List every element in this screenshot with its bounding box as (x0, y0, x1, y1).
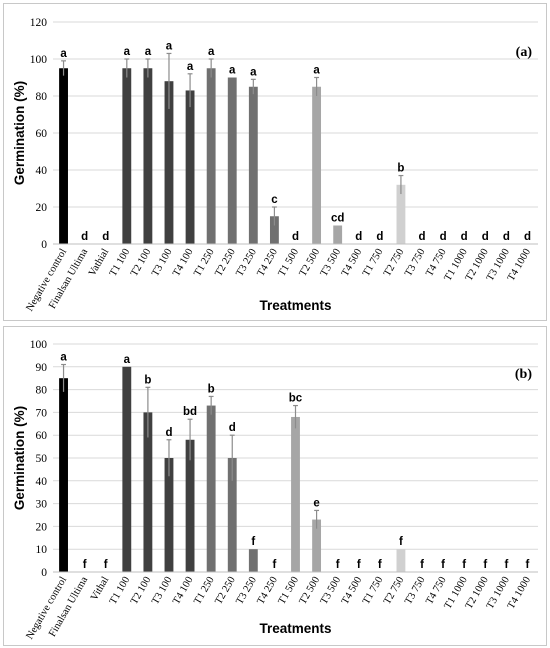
bar (396, 549, 406, 572)
significance-letter: d (165, 427, 172, 439)
significance-letter: d (461, 231, 468, 243)
y-tick-label: 60 (36, 128, 48, 140)
significance-letter: c (271, 194, 278, 206)
significance-letter: a (60, 352, 67, 364)
chart-panel-b: 0 10 20 30 40 50 60 70 80 90 100 a Negative control f… (3, 326, 547, 646)
bar (164, 458, 174, 572)
y-tick-label: 20 (36, 521, 48, 533)
x-tick-label: Vithal (89, 575, 111, 603)
significance-letter: f (441, 559, 445, 571)
significance-letter: f (462, 559, 466, 571)
bar (206, 68, 216, 244)
significance-letter: a (208, 46, 215, 58)
significance-letter: a (166, 40, 173, 52)
significance-letter: f (483, 559, 487, 571)
bar (269, 216, 279, 244)
chart-panel-a: 0 20 40 60 80 100 120 a Negative control d Finalsa… (3, 3, 547, 321)
significance-letter: b (144, 374, 151, 386)
significance-letter: d (355, 231, 362, 243)
significance-letter: f (83, 559, 87, 571)
significance-letter: a (124, 46, 131, 58)
significance-letter: f (399, 536, 403, 548)
bar (333, 225, 343, 244)
y-tick-label: 60 (36, 430, 48, 442)
bar (248, 549, 258, 572)
y-tick-label: 80 (36, 385, 48, 397)
significance-letter: a (145, 46, 152, 58)
bar (122, 366, 132, 572)
bar (227, 458, 237, 572)
significance-letter: f (336, 559, 340, 571)
bar (312, 519, 322, 572)
y-tick-label: 120 (30, 17, 48, 29)
significance-letter: d (419, 231, 426, 243)
y-tick-label: 50 (36, 453, 48, 465)
y-tick-label: 0 (41, 239, 47, 251)
y-tick-label: 80 (36, 91, 48, 103)
y-tick-label: 0 (41, 567, 47, 579)
y-axis-label: Germination (%) (12, 81, 27, 185)
significance-letter: d (376, 231, 383, 243)
significance-letter: f (504, 559, 508, 571)
bar (291, 416, 300, 572)
bar (312, 86, 322, 244)
significance-letter: f (526, 559, 530, 571)
bar (59, 68, 68, 244)
significance-letter: b (208, 383, 215, 395)
y-tick-label: 20 (36, 202, 48, 214)
bar (248, 86, 258, 244)
bar (143, 68, 153, 244)
significance-letter: f (272, 559, 276, 571)
significance-letter: a (229, 65, 236, 77)
significance-letter: f (357, 559, 361, 571)
y-axis-label: Germination (%) (12, 406, 27, 510)
bar (185, 439, 195, 572)
significance-letter: d (229, 422, 236, 434)
bar (122, 68, 132, 244)
significance-letter: a (124, 354, 131, 366)
significance-letter: d (102, 231, 109, 243)
bar (227, 77, 237, 244)
significance-letter: f (104, 559, 108, 571)
bar (143, 412, 153, 572)
significance-letter: f (378, 559, 382, 571)
significance-letter: bc (289, 393, 303, 405)
x-axis-label: Treatments (259, 298, 331, 313)
bar (59, 378, 68, 572)
significance-letter: f (420, 559, 424, 571)
significance-letter: d (482, 231, 489, 243)
y-tick-label: 40 (36, 476, 48, 488)
significance-letter: d (503, 231, 510, 243)
significance-letter: a (60, 48, 67, 60)
significance-letter: bd (183, 406, 197, 418)
significance-letter: d (81, 231, 88, 243)
y-tick-label: 70 (36, 407, 48, 419)
y-tick-label: 10 (36, 544, 48, 556)
y-tick-label: 30 (36, 499, 48, 511)
significance-letter: a (313, 65, 320, 77)
significance-letter: d (440, 231, 447, 243)
significance-letter: b (397, 163, 404, 175)
bar (206, 405, 216, 572)
panel-label: (a) (516, 45, 533, 60)
y-tick-label: 90 (36, 362, 48, 374)
significance-letter: f (251, 536, 255, 548)
y-tick-label: 100 (30, 339, 48, 351)
significance-letter: a (187, 61, 194, 73)
bar (396, 184, 406, 244)
significance-letter: d (292, 231, 299, 243)
x-axis-label: Treatments (259, 621, 331, 636)
significance-letter: e (313, 497, 319, 509)
bar (185, 90, 195, 244)
y-tick-label: 40 (36, 165, 48, 177)
bar (164, 81, 174, 244)
significance-letter: cd (331, 213, 344, 225)
significance-letter: a (250, 66, 257, 78)
y-tick-label: 100 (30, 54, 48, 66)
panel-label: (b) (515, 367, 532, 382)
significance-letter: d (524, 231, 531, 243)
